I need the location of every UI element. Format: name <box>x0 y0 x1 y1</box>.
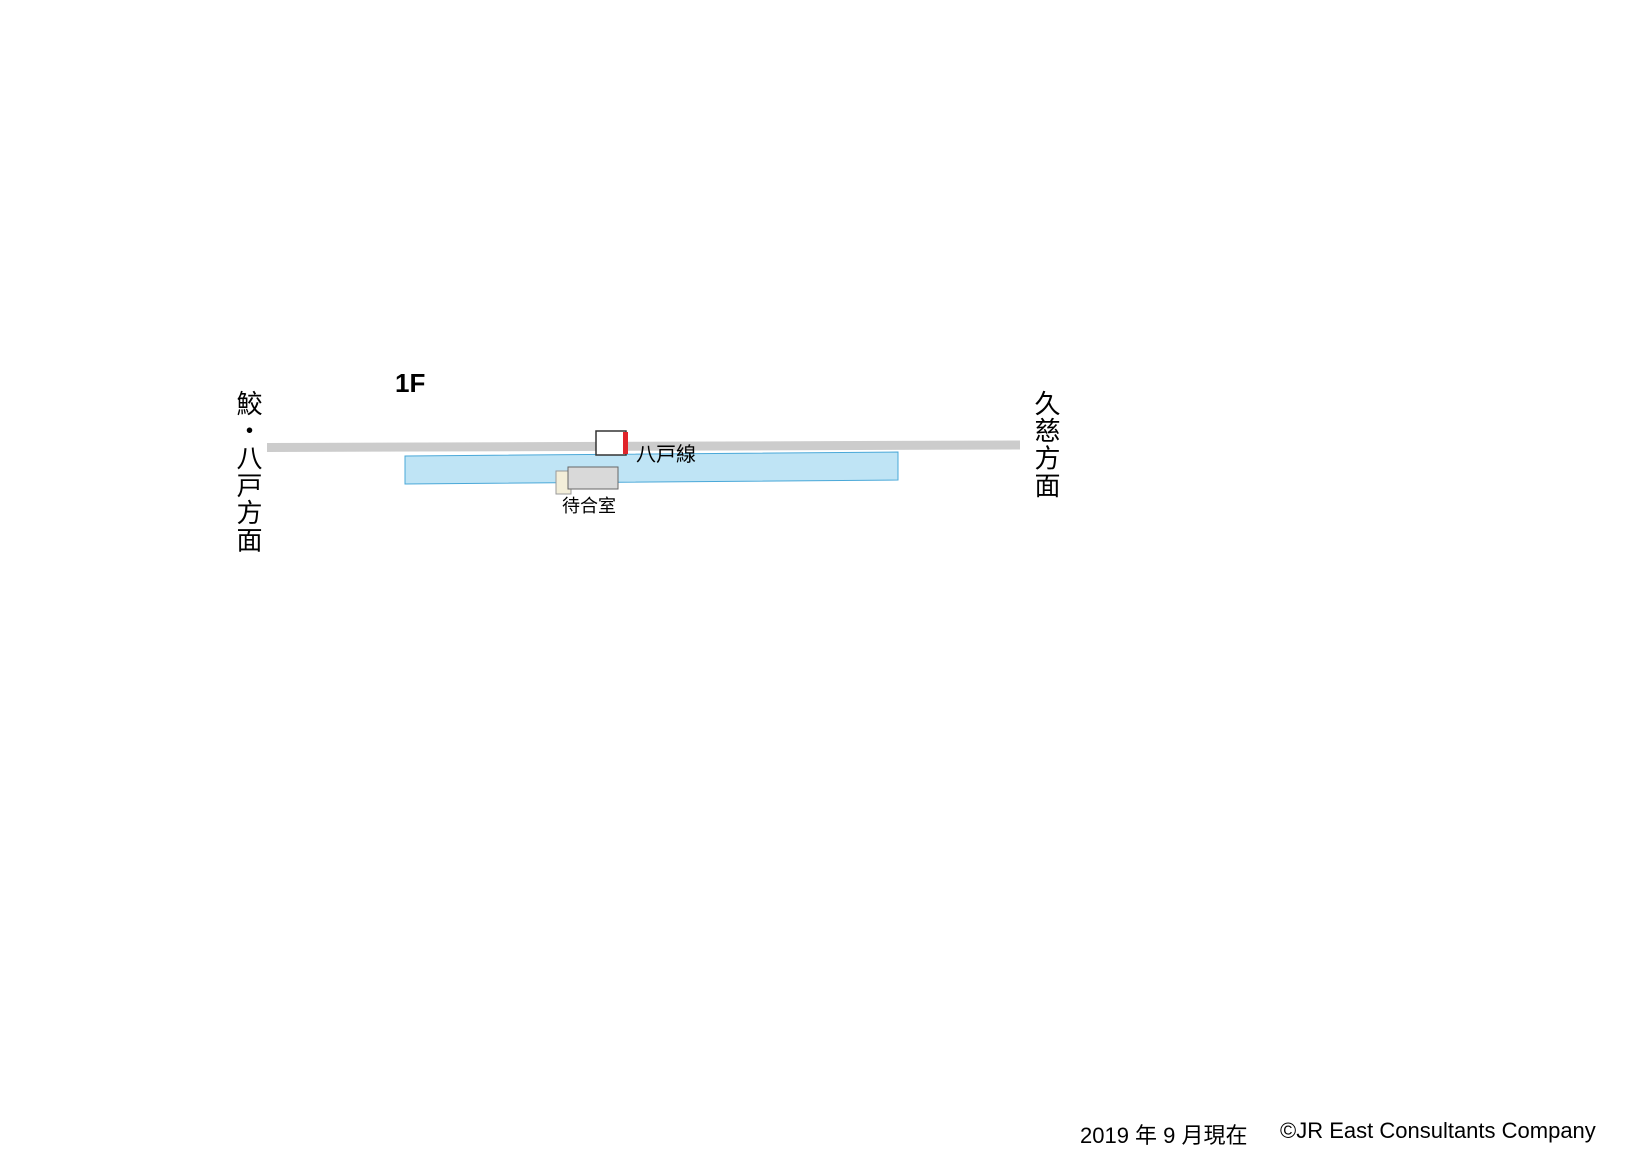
waiting-room-label: 待合室 <box>562 492 616 518</box>
footer-date: 2019 年 9 月現在 <box>1080 1118 1248 1150</box>
direction-left-label: 鮫・八戸方面 <box>230 390 267 554</box>
floor-label: 1F <box>395 368 425 399</box>
map-svg <box>0 0 1642 1162</box>
waiting-room-box <box>568 467 618 489</box>
line-name-label: 八戸線 <box>636 438 696 467</box>
station-map-canvas: 1F 鮫・八戸方面 久慈方面 八戸線 待合室 2019 年 9 月現在 ©JR … <box>0 0 1642 1162</box>
footer-copyright: ©JR East Consultants Company <box>1280 1118 1596 1144</box>
red-marker <box>623 432 628 454</box>
direction-right-label: 久慈方面 <box>1028 390 1065 499</box>
station-box <box>596 431 626 455</box>
